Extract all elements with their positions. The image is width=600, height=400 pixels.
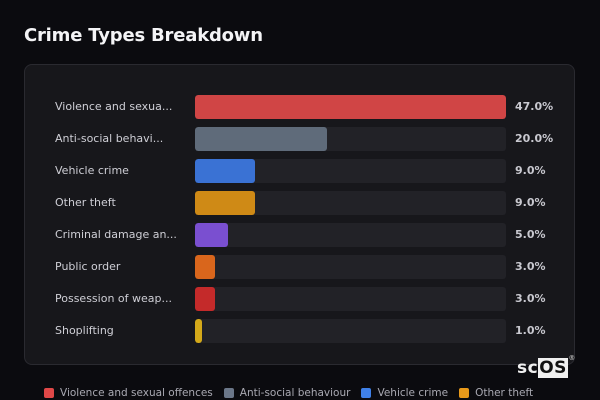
bar-label: Criminal damage an... (55, 228, 177, 241)
chart-legend: Violence and sexual offences Anti-social … (44, 386, 533, 400)
bar-label: Violence and sexua... (55, 100, 173, 113)
bar-row: Criminal damage an... 5.0% (25, 223, 574, 247)
bar-value: 3.0% (515, 260, 546, 273)
bar-label: Public order (55, 260, 121, 273)
bar-row: Public order 3.0% (25, 255, 574, 279)
legend-swatch-icon (361, 388, 372, 398)
bar-row: Other theft 9.0% (25, 191, 574, 215)
bar-track (195, 95, 506, 119)
bar-label: Other theft (55, 196, 116, 209)
bar-label: Shoplifting (55, 324, 114, 337)
bar-row: Vehicle crime 9.0% (25, 159, 574, 183)
bar-track (195, 255, 506, 279)
bar-fill[interactable] (195, 95, 506, 119)
bar-value: 20.0% (515, 132, 554, 145)
legend-item[interactable]: Vehicle crime (361, 387, 448, 399)
bar-label: Possession of weap... (55, 292, 172, 305)
bar-track (195, 159, 506, 183)
bar-track (195, 127, 506, 151)
bar-track (195, 191, 506, 215)
bar-row: Possession of weap... 3.0% (25, 287, 574, 311)
bar-fill[interactable] (195, 287, 215, 311)
legend-label: Vehicle crime (377, 387, 449, 399)
legend-label: Violence and sexual offences (60, 387, 213, 399)
legend-item[interactable]: Anti-social behaviour (223, 387, 351, 399)
scos-logo: scOS ® (517, 354, 575, 378)
bar-row: Violence and sexua... 47.0% (25, 95, 574, 119)
bar-row: Anti-social behavi... 20.0% (25, 127, 574, 151)
bar-fill[interactable] (195, 159, 255, 183)
legend-label: Other theft (475, 387, 534, 399)
logo-prefix: sc (517, 358, 539, 378)
legend-swatch-icon (44, 388, 54, 398)
bar-track (195, 319, 506, 343)
legend-swatch-icon (223, 388, 234, 398)
legend-item[interactable]: Other theft (459, 387, 533, 399)
bar-track (195, 223, 506, 247)
logo-boxed: OS (538, 358, 568, 378)
bar-track (195, 287, 506, 311)
registered-mark: ® (568, 354, 576, 362)
bar-fill[interactable] (195, 319, 202, 343)
bar-value: 9.0% (515, 196, 546, 209)
bar-fill[interactable] (195, 223, 229, 247)
legend-label: Anti-social behaviour (239, 387, 351, 399)
bar-label: Vehicle crime (55, 164, 129, 177)
bar-value: 9.0% (515, 164, 546, 177)
chart-card: Violence and sexua... 47.0% Anti-social be… (24, 64, 575, 365)
bar-row: Shoplifting 1.0% (25, 319, 574, 343)
legend-item[interactable]: Violence and sexual offences (44, 387, 213, 399)
bar-label: Anti-social behavi... (55, 132, 164, 145)
bar-value: 5.0% (515, 228, 546, 241)
bar-value: 3.0% (515, 292, 546, 305)
bar-value: 1.0% (515, 324, 546, 337)
page-title: Crime Types Breakdown (24, 25, 263, 46)
legend-swatch-icon (459, 388, 470, 398)
bar-fill[interactable] (195, 255, 215, 279)
bar-fill[interactable] (195, 191, 255, 215)
bar-fill[interactable] (195, 127, 328, 151)
bar-value: 47.0% (515, 100, 554, 113)
